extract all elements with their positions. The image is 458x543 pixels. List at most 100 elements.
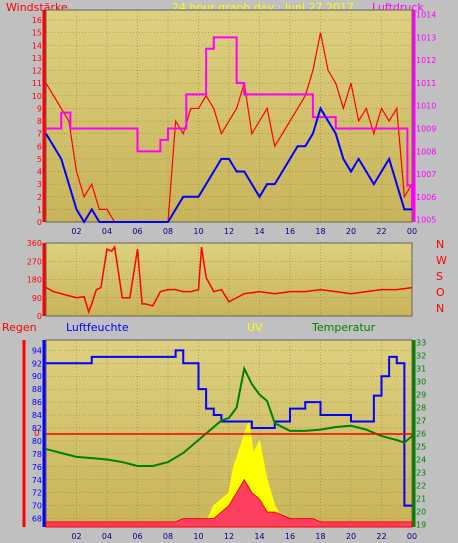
pressure-tick-1013: 1013 (416, 33, 436, 42)
pressure-tick-1011: 1011 (416, 79, 436, 88)
temp-tick-27: 27 (416, 417, 426, 426)
p1-xtick-08: 08 (163, 227, 173, 236)
p1-xtick-20: 20 (346, 227, 356, 236)
hum-tick-72: 72 (32, 489, 42, 498)
p3-xtick-14: 14 (254, 532, 264, 541)
wind-tick-6: 6 (37, 142, 42, 151)
p3-xtick-04: 04 (102, 532, 112, 541)
uv-title: UV (247, 321, 263, 334)
dir-tick-270: 270 (27, 257, 42, 266)
hum-tick-86: 86 (32, 398, 42, 407)
hum-tick-68: 68 (32, 515, 42, 524)
temp-tick-26: 26 (416, 430, 426, 439)
compass-n-top: N (436, 238, 445, 251)
temp-tick-20: 20 (416, 507, 426, 516)
wind-tick-1: 1 (37, 205, 42, 214)
wind-tick-5: 5 (37, 155, 42, 164)
hum-tick-90: 90 (32, 372, 42, 381)
temp-tick-29: 29 (416, 391, 426, 400)
p3-xtick-12: 12 (224, 532, 234, 541)
temperatur-title: Temperatur (312, 321, 376, 334)
p1-xtick-18: 18 (315, 227, 325, 236)
p3-xtick-08: 08 (163, 532, 173, 541)
hum-tick-84: 84 (32, 411, 42, 420)
temp-tick-22: 22 (416, 481, 426, 490)
pressure-tick-1008: 1008 (416, 147, 436, 156)
wind-tick-2: 2 (37, 193, 42, 202)
hum-tick-82: 82 (32, 424, 42, 433)
dir-tick-180: 180 (27, 276, 42, 285)
p1-xtick-16: 16 (285, 227, 295, 236)
p1-xtick-00: 00 (407, 227, 417, 236)
temp-tick-23: 23 (416, 468, 426, 477)
temp-tick-28: 28 (416, 404, 426, 413)
temp-tick-21: 21 (416, 494, 426, 503)
hum-tick-94: 94 (32, 346, 42, 355)
wind-tick-4: 4 (37, 168, 42, 177)
wind-tick-9: 9 (37, 104, 42, 113)
p3-xtick-22: 22 (376, 532, 386, 541)
p3-xtick-20: 20 (346, 532, 356, 541)
wind-tick-7: 7 (37, 130, 42, 139)
temp-tick-24: 24 (416, 455, 426, 464)
dir-tick-90: 90 (32, 294, 42, 303)
dir-tick-0: 0 (37, 312, 42, 321)
wind-tick-14: 14 (32, 41, 42, 50)
wind-tick-12: 12 (32, 67, 42, 76)
p3-xtick-00: 00 (407, 532, 417, 541)
pressure-tick-1010: 1010 (416, 102, 436, 111)
p1-xtick-04: 04 (102, 227, 112, 236)
pressure-tick-1006: 1006 (416, 193, 436, 202)
hum-tick-78: 78 (32, 450, 42, 459)
regen-series-area (45, 478, 413, 528)
regen-title: Regen (2, 321, 37, 334)
p1-xtick-02: 02 (71, 227, 81, 236)
wind-tick-3: 3 (37, 180, 42, 189)
hum-tick-74: 74 (32, 476, 42, 485)
compass-s: S (436, 270, 443, 283)
hum-tick-80: 80 (32, 437, 42, 446)
wind-tick-16: 16 (32, 16, 42, 25)
wind-tick-13: 13 (32, 54, 42, 63)
temp-tick-30: 30 (416, 378, 426, 387)
p3-xtick-16: 16 (285, 532, 295, 541)
wind-tick-11: 11 (32, 79, 42, 88)
humidity-series-line (46, 349, 412, 507)
pressure-tick-1012: 1012 (416, 56, 436, 65)
p1-xtick-14: 14 (254, 227, 264, 236)
hum-tick-70: 70 (32, 502, 42, 511)
pressure-tick-1005: 1005 (416, 216, 436, 225)
temp-tick-32: 32 (416, 352, 426, 361)
temperature-series-line (45, 365, 413, 467)
regen-zero-label: 0 (34, 429, 40, 439)
p1-xtick-06: 06 (132, 227, 142, 236)
pressure-series-line (46, 36, 413, 209)
hum-tick-76: 76 (32, 463, 42, 472)
luftfeuchte-title: Luftfeuchte (66, 321, 129, 334)
pressure-tick-1007: 1007 (416, 170, 436, 179)
temp-tick-31: 31 (416, 365, 426, 374)
wind-average-series-line (45, 105, 412, 224)
p3-xtick-06: 06 (132, 532, 142, 541)
p3-xtick-02: 02 (71, 532, 81, 541)
compass-o: O (436, 286, 445, 299)
wind-tick-15: 15 (32, 29, 42, 38)
direction-series-line (45, 245, 413, 315)
wind-series-line (45, 32, 413, 223)
dir-tick-360: 360 (27, 239, 42, 248)
hum-tick-92: 92 (32, 359, 42, 368)
wind-tick-0: 0 (37, 218, 42, 227)
p3-xtick-18: 18 (315, 532, 325, 541)
compass-n-bottom: N (436, 302, 445, 315)
pressure-tick-1009: 1009 (416, 125, 436, 134)
p1-xtick-12: 12 (224, 227, 234, 236)
wind-tick-8: 8 (37, 117, 42, 126)
wind-tick-10: 10 (32, 92, 42, 101)
temp-tick-19: 19 (416, 520, 426, 529)
hum-tick-88: 88 (32, 385, 42, 394)
temp-tick-25: 25 (416, 442, 426, 451)
pressure-tick-1014: 1014 (416, 11, 436, 20)
compass-w: W (436, 254, 447, 267)
